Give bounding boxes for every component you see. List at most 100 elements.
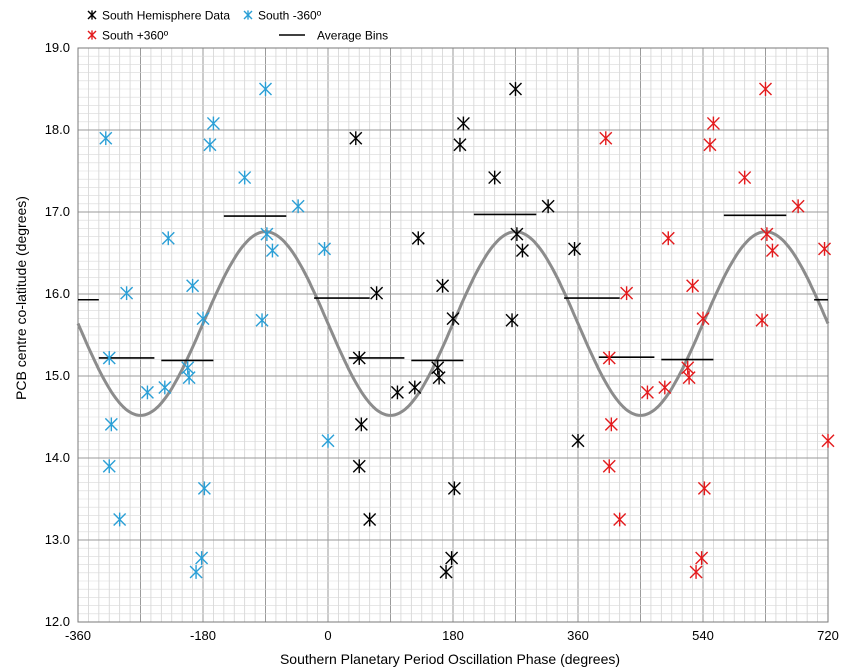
grid bbox=[77, 47, 829, 623]
data-point bbox=[238, 170, 252, 185]
data-point bbox=[488, 170, 502, 185]
data-point bbox=[686, 278, 700, 293]
data-point bbox=[765, 243, 779, 258]
data-point bbox=[682, 370, 696, 385]
data-point bbox=[390, 385, 404, 400]
data-point bbox=[203, 137, 217, 152]
x-axis-label: Southern Planetary Period Oscillation Ph… bbox=[280, 651, 620, 667]
plot-frame bbox=[77, 47, 829, 623]
data-point bbox=[640, 385, 654, 400]
data-point bbox=[436, 278, 450, 293]
data-point bbox=[260, 227, 274, 242]
y-tick-label: 18.0 bbox=[45, 122, 70, 137]
data-point bbox=[602, 459, 616, 474]
data-point bbox=[411, 231, 425, 246]
data-point bbox=[102, 351, 116, 365]
y-tick-label: 15.0 bbox=[45, 368, 70, 383]
data-point bbox=[760, 227, 774, 242]
data-point bbox=[363, 512, 377, 527]
x-tick-label: 180 bbox=[442, 628, 464, 643]
legend-marker bbox=[243, 10, 253, 20]
y-axis-label: PCB centre co-latitude (degrees) bbox=[13, 196, 29, 400]
legend: South Hemisphere Data South -360º South +3… bbox=[87, 9, 388, 43]
data-point bbox=[291, 199, 305, 214]
data-point bbox=[408, 380, 422, 395]
data-point bbox=[791, 199, 805, 214]
data-point bbox=[195, 551, 209, 565]
data-point bbox=[158, 380, 172, 395]
data-point bbox=[352, 351, 366, 365]
legend-label: Average Bins bbox=[317, 29, 388, 43]
y-tick-label: 12.0 bbox=[45, 614, 70, 629]
data-point bbox=[196, 311, 210, 326]
data-point bbox=[509, 82, 522, 96]
legend-label: South Hemisphere Data bbox=[102, 9, 230, 23]
legend-item: South Hemisphere Data bbox=[87, 9, 230, 23]
data-point bbox=[505, 313, 519, 328]
legend-item: South +360º bbox=[87, 29, 169, 43]
y-tick-label: 19.0 bbox=[45, 40, 70, 55]
data-point bbox=[439, 565, 453, 579]
data-point bbox=[613, 512, 627, 527]
data-point bbox=[182, 370, 196, 385]
data-point bbox=[104, 417, 118, 432]
data-point bbox=[571, 433, 585, 448]
x-tick-label: 0 bbox=[324, 628, 331, 643]
y-tick-label: 13.0 bbox=[45, 532, 70, 547]
data-point bbox=[445, 551, 459, 565]
data-point bbox=[186, 278, 200, 293]
data-point bbox=[197, 481, 211, 496]
data-point bbox=[602, 351, 616, 365]
data-point bbox=[510, 227, 524, 242]
data-point bbox=[541, 199, 555, 214]
data-point bbox=[120, 286, 134, 301]
data-point bbox=[706, 116, 720, 131]
data-point bbox=[738, 170, 752, 185]
y-tick-label: 14.0 bbox=[45, 450, 70, 465]
data-point bbox=[447, 481, 461, 496]
data-point bbox=[189, 565, 203, 579]
legend-marker bbox=[87, 30, 97, 40]
y-tick-label: 17.0 bbox=[45, 204, 70, 219]
x-tick-label: 360 bbox=[567, 628, 589, 643]
data-point bbox=[140, 385, 154, 400]
data-point bbox=[568, 242, 582, 256]
data-point bbox=[696, 311, 710, 326]
data-point bbox=[703, 137, 717, 152]
data-point bbox=[515, 243, 529, 258]
data-point bbox=[620, 286, 634, 301]
y-tick-labels: 12.0 13.0 14.0 15.0 16.0 17.0 18.0 19.0 bbox=[45, 40, 70, 629]
legend-label: South -360º bbox=[258, 9, 322, 23]
data-point bbox=[599, 131, 613, 146]
data-point bbox=[821, 433, 835, 448]
data-point bbox=[349, 131, 363, 146]
data-point bbox=[689, 565, 703, 579]
data-point bbox=[661, 231, 675, 246]
data-point bbox=[818, 242, 832, 256]
y-tick-label: 16.0 bbox=[45, 286, 70, 301]
x-tick-labels: -360 -180 0 180 360 540 720 bbox=[65, 628, 839, 643]
data-point bbox=[99, 131, 113, 146]
legend-item: Average Bins bbox=[279, 29, 388, 43]
x-tick-label: 720 bbox=[817, 628, 839, 643]
data-point bbox=[113, 512, 127, 527]
legend-label: South +360º bbox=[102, 29, 169, 43]
data-point bbox=[259, 82, 272, 96]
legend-marker bbox=[87, 10, 97, 20]
data-point bbox=[456, 116, 470, 131]
data-markers bbox=[99, 82, 835, 579]
data-point bbox=[697, 481, 711, 496]
data-point bbox=[265, 243, 279, 258]
data-point bbox=[695, 551, 709, 565]
data-point bbox=[432, 370, 446, 385]
data-point bbox=[446, 311, 460, 326]
data-point bbox=[318, 242, 332, 256]
data-point bbox=[102, 459, 116, 474]
data-point bbox=[161, 231, 175, 246]
data-point bbox=[604, 417, 618, 432]
data-point bbox=[354, 417, 368, 432]
data-point bbox=[370, 286, 384, 301]
data-point bbox=[755, 313, 769, 328]
x-tick-label: 540 bbox=[692, 628, 714, 643]
